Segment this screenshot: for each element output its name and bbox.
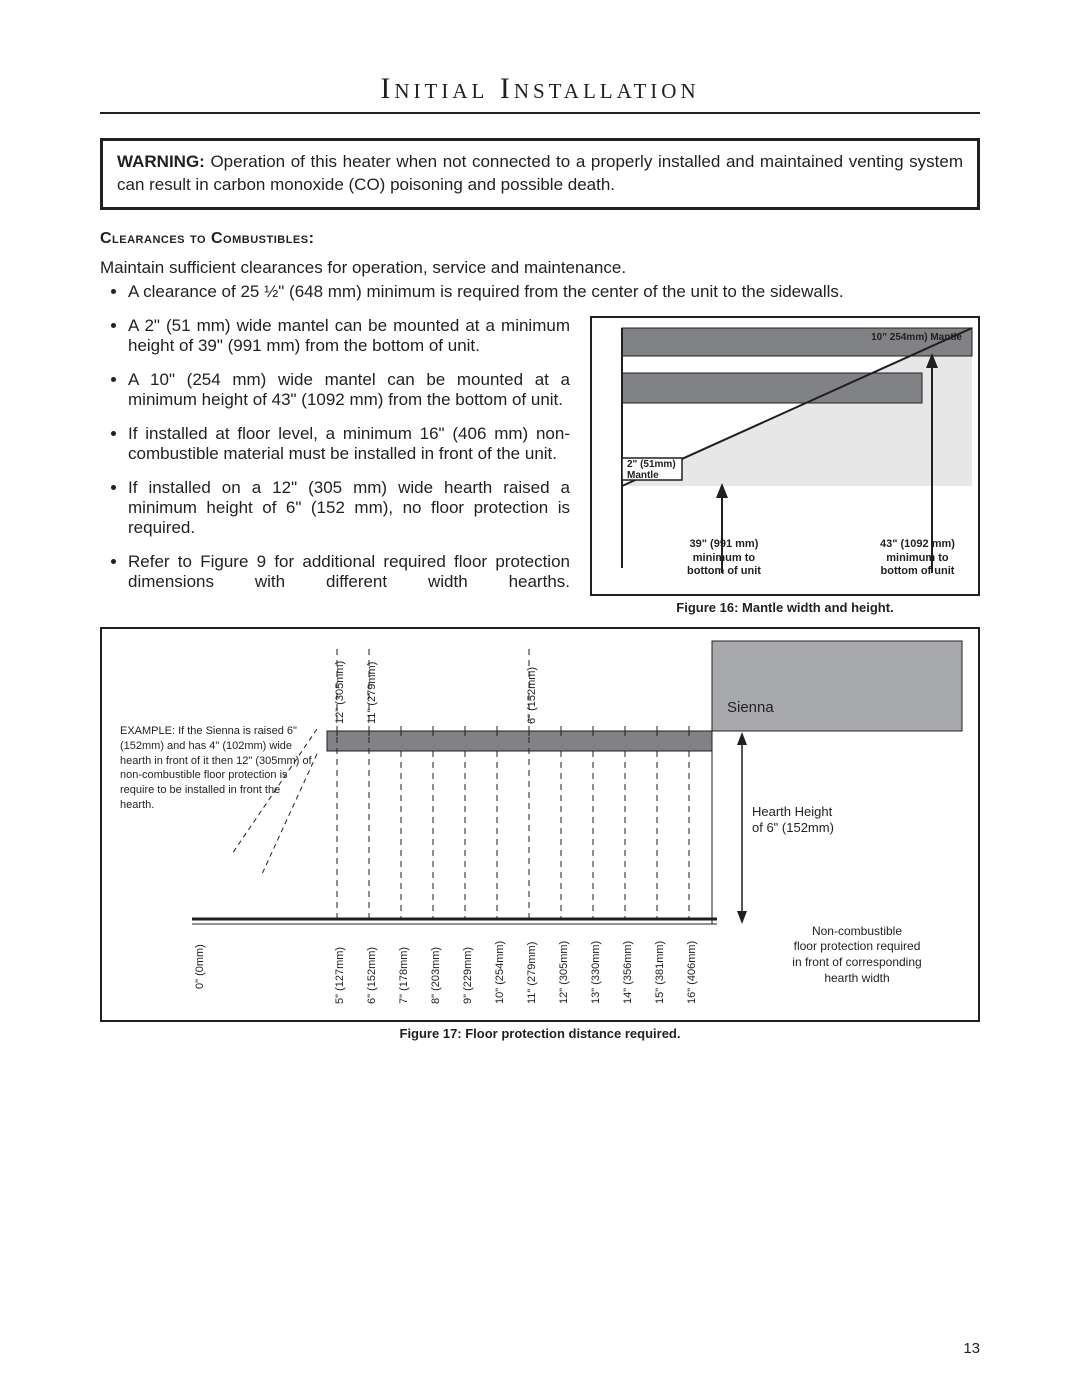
- top-vlabel-0: 12" (305mm): [334, 661, 346, 724]
- bot-vlabel-5: 10" (254mm): [494, 941, 506, 1004]
- fig16-right-dim2: minimum to: [886, 552, 948, 564]
- figure-17: EXAMPLE: If the Sienna is raised 6" (152…: [100, 627, 980, 1022]
- bot-vlabel-11: 16" (406mm): [686, 941, 698, 1004]
- warning-text: Operation of this heater when not connec…: [117, 152, 963, 194]
- bot-vlabel-7: 12" (305mm): [558, 941, 570, 1004]
- bullet-4: Refer to Figure 9 for additional require…: [128, 552, 570, 592]
- mantle-10-label: 10" 254mm) Mantle: [871, 332, 962, 345]
- bot-vlabel-8: 13" (330mm): [590, 941, 602, 1004]
- bot-vlabel-3: 8" (203mm): [430, 947, 442, 1004]
- bullet-1: A 10" (254 mm) wide mantel can be mounte…: [128, 370, 570, 410]
- fig16-right-dim3: bottom of unit: [881, 565, 955, 577]
- top-vlabel-1: 11" (279mm): [366, 661, 378, 723]
- figure-16: 10" 254mm) Mantle 2" (51mm) Mantle 39" (…: [590, 316, 980, 596]
- fig16-caption: Figure 16: Mantle width and height.: [590, 600, 980, 615]
- noncomb-1: Non-combustible: [812, 924, 902, 938]
- noncomb-2: floor protection required: [794, 939, 921, 953]
- clearance-bullets: A 2" (51 mm) wide mantel can be mounted …: [100, 316, 570, 592]
- bullet-3: If installed on a 12" (305 mm) wide hear…: [128, 478, 570, 538]
- hearth-height-1: Hearth Height: [752, 804, 832, 819]
- page-title: Initial Installation: [100, 72, 980, 106]
- intro-line: Maintain sufficient clearances for opera…: [100, 258, 980, 278]
- title-rule: [100, 112, 980, 114]
- top-vlabel-2: 6" (152mm): [526, 667, 538, 724]
- fig17-example: EXAMPLE: If the Sienna is raised 6" (152…: [120, 724, 315, 813]
- warning-label: WARNING:: [117, 152, 205, 171]
- noncomb-3: in front of corresponding: [792, 955, 921, 969]
- bot-vlabel-9: 14" (356mm): [622, 941, 634, 1004]
- fig16-left-dim3: bottom of unit: [687, 565, 761, 577]
- warning-box: WARNING: Operation of this heater when n…: [100, 138, 980, 210]
- fig16-left-dim2: minimum to: [693, 552, 755, 564]
- fig17-caption: Figure 17: Floor protection distance req…: [100, 1026, 980, 1041]
- mantle-2-label-a: 2" (51mm): [627, 459, 676, 470]
- full-width-bullet: A clearance of 25 ½" (648 mm) minimum is…: [100, 282, 980, 302]
- bot-vlabel-10: 15" (381mm): [654, 941, 666, 1004]
- sienna-label: Sienna: [727, 699, 774, 718]
- hearth-height-2: of 6" (152mm): [752, 820, 834, 835]
- bot-vlabel-2: 7" (178mm): [398, 947, 410, 1004]
- bullet-2: If installed at floor level, a minimum 1…: [128, 424, 570, 464]
- fig16-left-dim1: 39" (991 mm): [690, 538, 759, 550]
- bot-vlabel-6: 11" (279mm): [526, 941, 538, 1003]
- fig16-right-dim1: 43" (1092 mm): [880, 538, 955, 550]
- bullet-0: A 2" (51 mm) wide mantel can be mounted …: [128, 316, 570, 356]
- page-number: 13: [963, 1340, 980, 1357]
- bot-vlabel-4: 9" (229mm): [462, 947, 474, 1004]
- noncomb-4: hearth width: [824, 971, 889, 985]
- zero-label: 0" (0mm): [194, 944, 206, 989]
- section-heading: Clearances to Combustibles:: [100, 230, 980, 248]
- bot-vlabel-1: 6" (152mm): [366, 947, 378, 1004]
- mantle-2-label-b: Mantle: [627, 470, 659, 481]
- bullet-sidewall: A clearance of 25 ½" (648 mm) minimum is…: [128, 282, 980, 302]
- bot-vlabel-0: 5" (127mm): [334, 947, 346, 1004]
